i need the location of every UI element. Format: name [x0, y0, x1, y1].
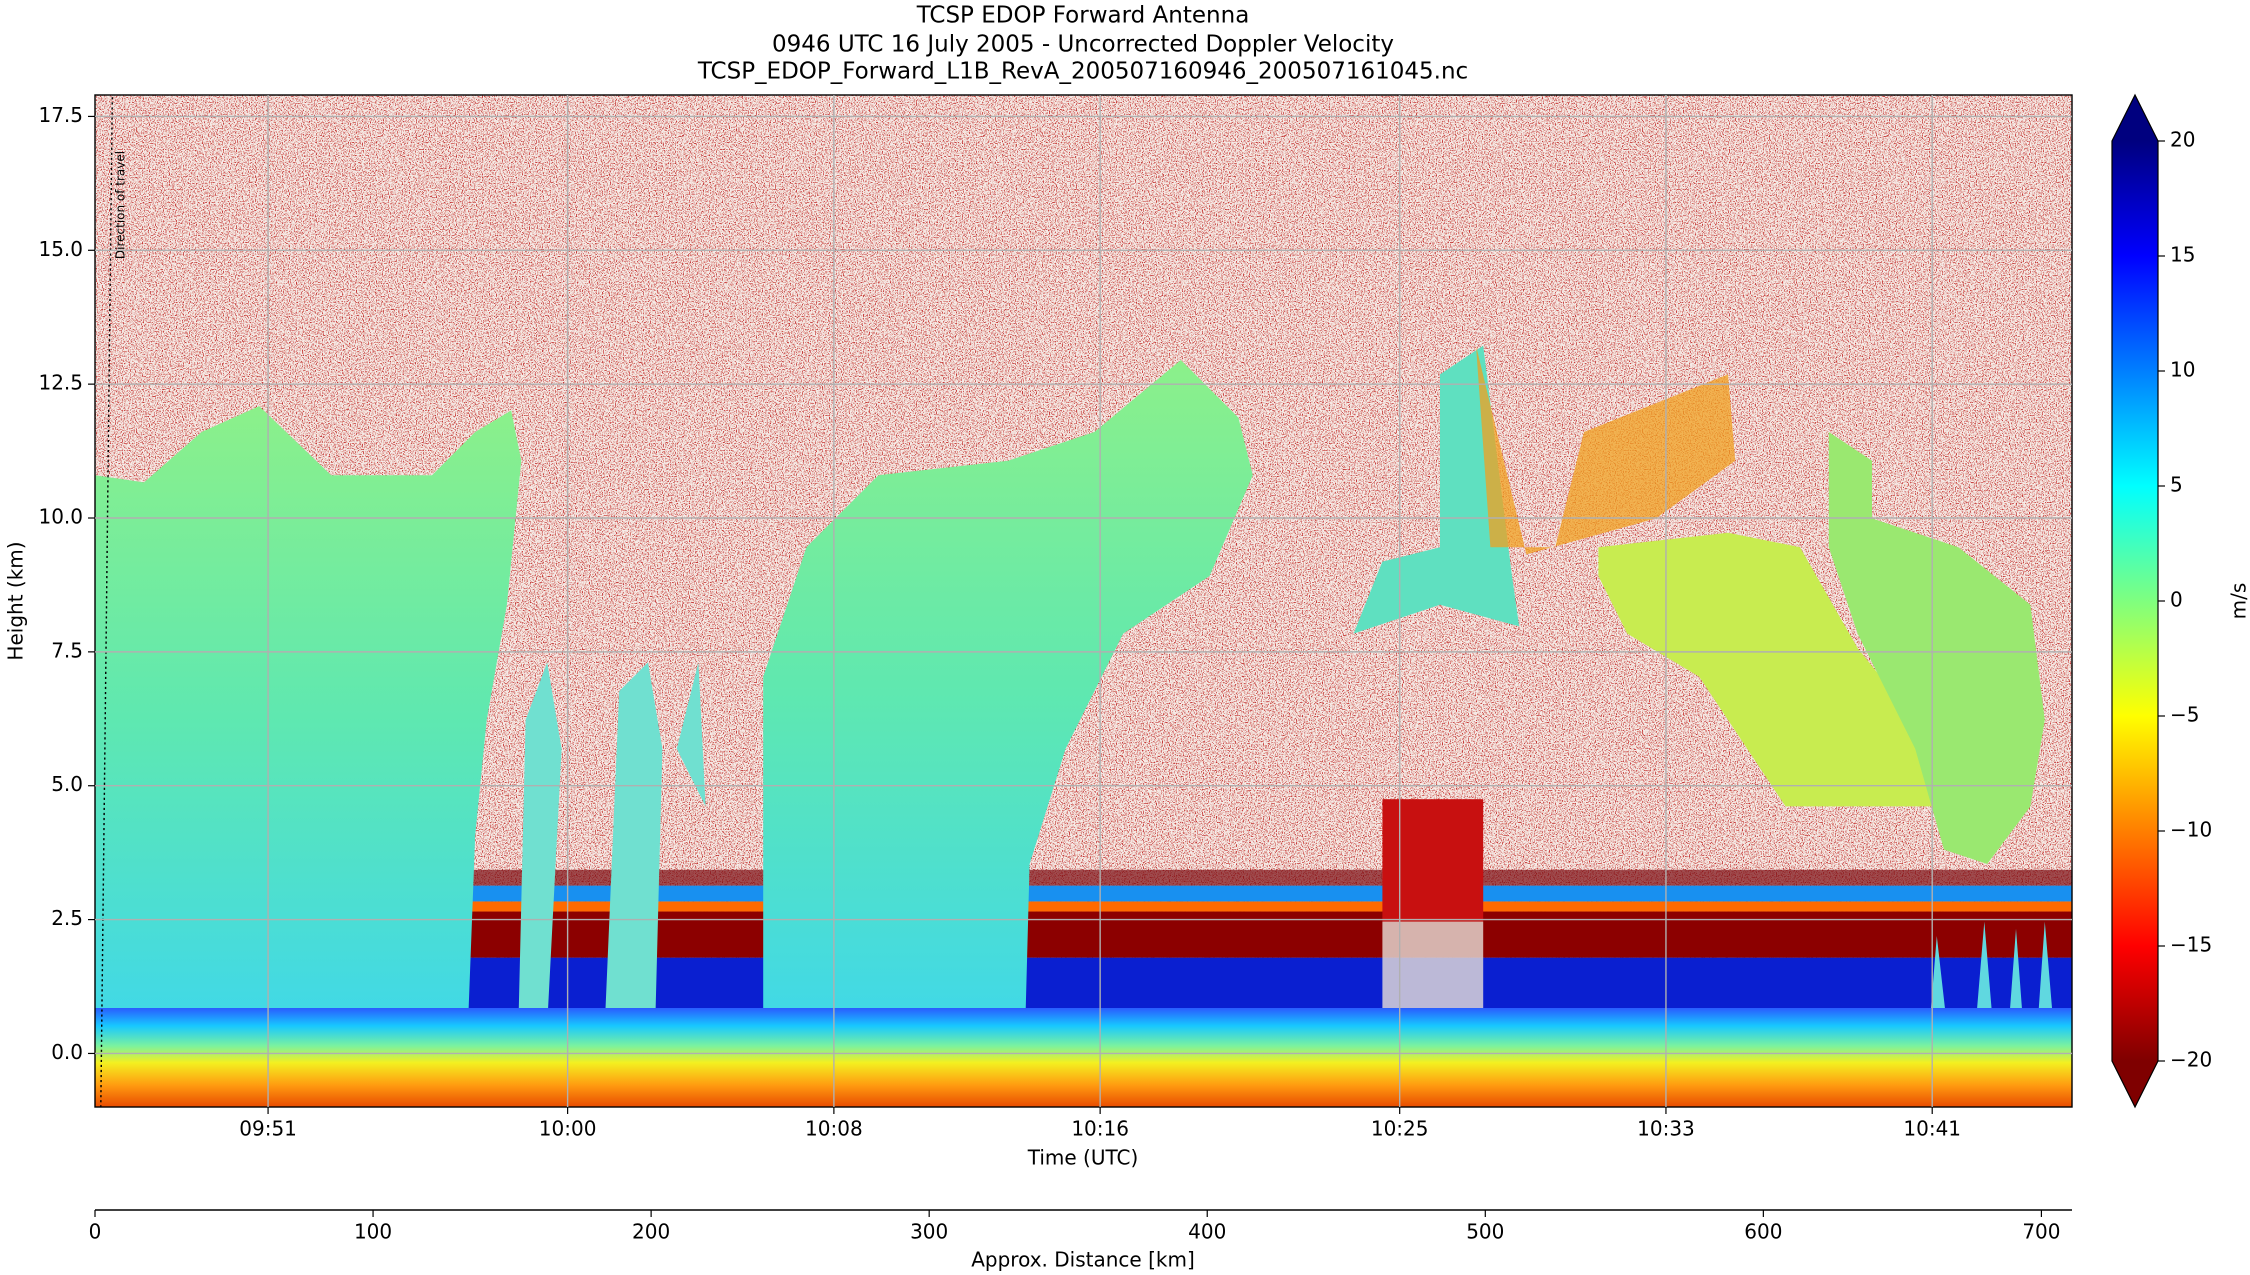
echo [1382, 921, 1484, 1009]
plot-frame [94, 94, 2073, 1108]
annotation: Direction of travel [114, 151, 128, 259]
colorbar-extend [2112, 1061, 2158, 1107]
echo [1353, 345, 1520, 634]
x2-tick-label: 300 [910, 1220, 948, 1244]
x-axis-label: Time (UTC) [1027, 1146, 1139, 1170]
x-tick-label: 10:33 [1637, 1117, 1695, 1141]
chart-title: TCSP EDOP Forward Antenna [916, 3, 1250, 29]
colorbar-tick-label: 0 [2170, 588, 2183, 612]
echo [1598, 532, 1945, 807]
colorbar-tick-label: 15 [2170, 243, 2195, 267]
echo [1828, 432, 2045, 865]
y-tick-label: 2.5 [51, 906, 83, 930]
x-tick-label: 10:16 [1071, 1117, 1129, 1141]
band [95, 885, 2072, 902]
x-tick-label: 09:51 [239, 1117, 297, 1141]
y-tick-label: 17.5 [38, 103, 83, 127]
ground [95, 1008, 2072, 1107]
echo [1476, 345, 1736, 555]
y-tick-label: 0.0 [51, 1040, 83, 1064]
radar-image [95, 95, 2072, 1107]
echo [763, 360, 1253, 1026]
colorbar-extend [2112, 95, 2158, 141]
x2-tick-label: 0 [89, 1220, 102, 1244]
colorbar-tick-label: −10 [2170, 818, 2212, 842]
y-tick-label: 7.5 [51, 638, 83, 662]
y-axis-label: Height (km) [4, 541, 28, 660]
colorbar-tick-label: 20 [2170, 128, 2195, 152]
x-tick-label: 10:00 [539, 1117, 597, 1141]
colorbar-label: m/s [2227, 583, 2250, 620]
x2-tick-label: 400 [1188, 1220, 1226, 1244]
y-tick-label: 5.0 [51, 772, 83, 796]
x-tick-label: 10:08 [805, 1117, 863, 1141]
colorbar-tick-label: 5 [2170, 473, 2183, 497]
x2-tick-label: 700 [2022, 1220, 2060, 1244]
chart-subtitle: 0946 UTC 16 July 2005 - Uncorrected Dopp… [772, 32, 1394, 58]
y-tick-label: 10.0 [38, 505, 83, 529]
echo [95, 406, 522, 1026]
colorbar-tick-label: −5 [2170, 703, 2199, 727]
x-tick-label: 10:25 [1371, 1117, 1429, 1141]
chart-subtitle: TCSP_EDOP_Forward_L1B_RevA_200507160946_… [697, 59, 1468, 85]
colorbar-tick-label: −15 [2170, 933, 2212, 957]
x2-tick-label: 200 [632, 1220, 670, 1244]
echo [518, 662, 706, 1026]
x2-axis-label: Approx. Distance [km] [971, 1248, 1195, 1272]
x2-tick-label: 600 [1744, 1220, 1782, 1244]
x-tick-label: 10:41 [1903, 1117, 1961, 1141]
echo-layer [95, 95, 2072, 1107]
band [468, 869, 2072, 886]
colorbar-tick-label: 10 [2170, 358, 2195, 382]
echo [1382, 799, 1484, 922]
y-tick-label: 12.5 [38, 371, 83, 395]
colorbar [2112, 141, 2158, 1061]
x2-tick-label: 100 [354, 1220, 392, 1244]
band [95, 901, 2072, 912]
track-line [100, 95, 114, 1107]
x2-tick-label: 500 [1466, 1220, 1504, 1244]
colorbar-tick-label: −20 [2170, 1048, 2212, 1072]
y-tick-label: 15.0 [38, 237, 83, 261]
